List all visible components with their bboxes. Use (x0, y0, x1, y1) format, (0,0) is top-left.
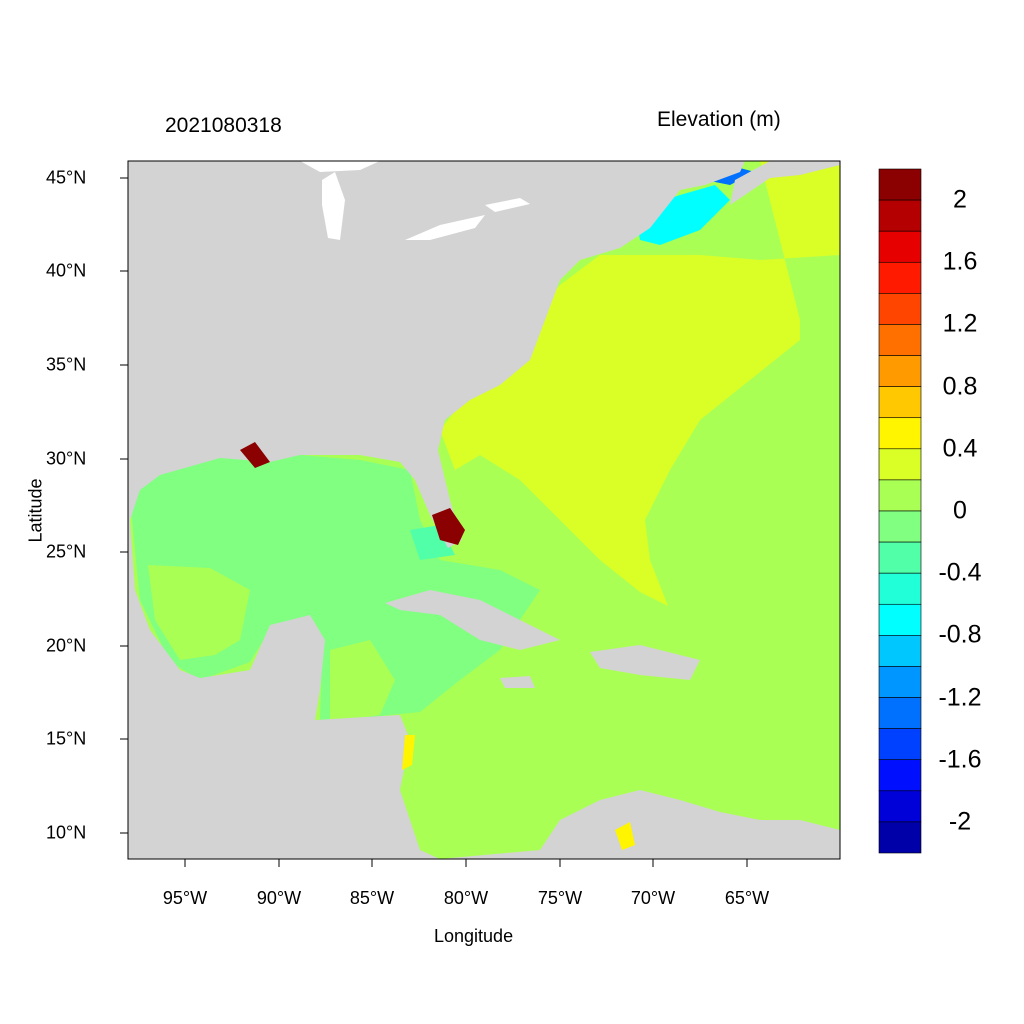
colorbar-label: 2 (953, 185, 967, 214)
colorbar-label: 0.8 (942, 372, 978, 401)
colorbar-box (878, 821, 922, 854)
jamaica-land (500, 676, 535, 688)
yucatan-field (330, 640, 395, 722)
colorbar-label: 0.4 (942, 434, 978, 463)
colorbar-box (878, 790, 922, 823)
x-tick-label: 65°W (724, 888, 770, 908)
colorbar-box (878, 230, 922, 263)
lake-superior (300, 161, 380, 172)
atlantic-field (440, 161, 840, 606)
hispaniola-land (590, 645, 700, 680)
colorbar-box (878, 759, 922, 792)
colorbar-label: -1.6 (938, 745, 982, 774)
plot-frame (127, 160, 841, 860)
lake-michigan (322, 172, 345, 240)
gulf-maine-field (635, 185, 730, 245)
colorbar-label: -1.2 (938, 683, 982, 712)
x-tick-label: 85°W (349, 888, 395, 908)
x-tick-label: 80°W (443, 888, 489, 908)
x-tick-label: 90°W (256, 888, 302, 908)
colorbar-box (878, 572, 922, 605)
cuba-land (385, 590, 560, 650)
colorbar-box (878, 728, 922, 761)
y-tick-label: 40°N (46, 260, 87, 281)
colorbar-label: -0.4 (938, 558, 982, 587)
colorbar-box (878, 510, 922, 543)
colorbar-box (878, 635, 922, 667)
y-tick-label: 25°N (46, 541, 87, 562)
colorbar-box (878, 293, 922, 325)
florida-surge (432, 508, 465, 545)
colorbar-box (878, 448, 922, 481)
y-tick-label: 35°N (46, 354, 87, 375)
colorbar-box (878, 541, 922, 574)
nova-scotia-field (705, 168, 755, 185)
timestamp-title: 2021080318 (165, 114, 282, 137)
louisiana-surge (240, 442, 270, 468)
colorbar-box (878, 168, 922, 201)
colorbar-label: 1.2 (942, 309, 978, 338)
x-tick-label: 70°W (630, 888, 676, 908)
colorbar-box (878, 261, 922, 294)
north-america-land (128, 161, 745, 859)
y-tick-label: 15°N (46, 728, 87, 749)
colorbar-box (878, 603, 922, 636)
y-tick-label: 30°N (46, 448, 87, 469)
maracaibo-field (615, 822, 635, 850)
south-america-land (440, 790, 840, 859)
colorbar-box (878, 417, 922, 450)
colorbar-label: -2 (948, 807, 972, 836)
lake-ontario (485, 198, 530, 212)
y-tick-label: 20°N (46, 635, 87, 656)
y-tick-label: 45°N (46, 167, 87, 188)
x-tick-label: 75°W (537, 888, 583, 908)
gulf-west-field (148, 565, 250, 660)
colorbar-label: 0 (953, 496, 967, 525)
colorbar-box (878, 324, 922, 356)
y-axis-label: Latitude (25, 478, 46, 543)
colorbar-box (878, 697, 922, 729)
colorbar-box (878, 666, 922, 698)
nicaragua-coast-field (402, 735, 415, 770)
colorbar-box (878, 386, 922, 419)
y-tick-label: 10°N (46, 822, 87, 843)
colorbar-box (878, 199, 922, 232)
colorbar-box (878, 355, 922, 387)
colorbar-label: 1.6 (942, 247, 978, 276)
variable-title: Elevation (m) (657, 108, 781, 131)
gulf-field (130, 455, 540, 722)
lake-erie (405, 215, 485, 240)
colorbar-box (878, 479, 922, 512)
maritimes-land (730, 161, 840, 205)
colorbar-label: -0.8 (938, 620, 982, 649)
x-tick-label: 95°W (162, 888, 208, 908)
x-axis-label: Longitude (434, 926, 514, 946)
